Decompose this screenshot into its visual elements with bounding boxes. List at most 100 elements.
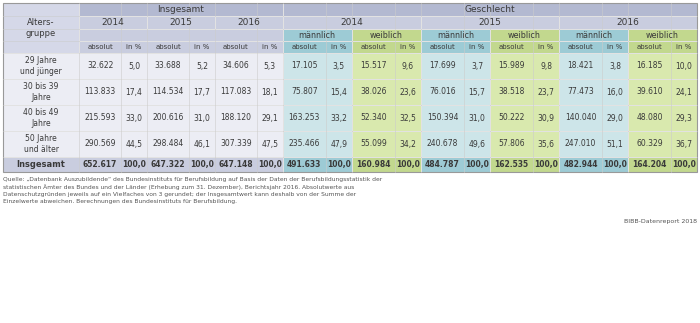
- Text: 163.253: 163.253: [288, 113, 320, 122]
- Text: 57.806: 57.806: [498, 140, 525, 149]
- Bar: [490, 53, 559, 79]
- Text: 77.473: 77.473: [567, 88, 594, 97]
- Text: 150.394: 150.394: [427, 113, 458, 122]
- Bar: [628, 79, 697, 105]
- Text: 48.080: 48.080: [636, 113, 663, 122]
- Bar: [559, 53, 628, 79]
- Text: 2014: 2014: [340, 18, 363, 27]
- Text: 652.617: 652.617: [83, 160, 118, 169]
- Text: 23,7: 23,7: [538, 88, 554, 97]
- Bar: [559, 41, 628, 53]
- Text: 38.518: 38.518: [498, 88, 525, 97]
- Text: 31,0: 31,0: [193, 113, 211, 122]
- Text: Quelle: „Datenbank Auszubildende“ des Bundesinstituts für Berufsbildung auf Basi: Quelle: „Datenbank Auszubildende“ des Bu…: [3, 177, 382, 204]
- Text: Alters-
gruppe: Alters- gruppe: [26, 18, 56, 38]
- Text: 100,0: 100,0: [672, 160, 696, 169]
- Text: 24,1: 24,1: [676, 88, 692, 97]
- Bar: [352, 79, 421, 105]
- Text: 3,7: 3,7: [471, 61, 483, 70]
- Bar: [3, 3, 79, 53]
- Text: in %: in %: [331, 44, 346, 50]
- Text: 290.569: 290.569: [85, 140, 116, 149]
- Text: 17,4: 17,4: [125, 88, 143, 97]
- Bar: [79, 29, 283, 41]
- Text: in %: in %: [195, 44, 209, 50]
- Text: 34.606: 34.606: [223, 61, 249, 70]
- Bar: [352, 41, 421, 53]
- Text: 647.322: 647.322: [150, 160, 186, 169]
- Text: weiblich: weiblich: [508, 30, 541, 39]
- Bar: [559, 16, 697, 29]
- Text: absolut: absolut: [291, 44, 317, 50]
- Bar: [490, 131, 559, 157]
- Text: absolut: absolut: [568, 44, 594, 50]
- Bar: [421, 79, 490, 105]
- Text: 17.105: 17.105: [291, 61, 318, 70]
- Text: männlich: männlich: [437, 30, 474, 39]
- Text: 235.466: 235.466: [288, 140, 320, 149]
- Text: 2014: 2014: [102, 18, 125, 27]
- Text: 17.699: 17.699: [429, 61, 456, 70]
- Text: 29,3: 29,3: [676, 113, 692, 122]
- Text: 200.616: 200.616: [153, 113, 183, 122]
- Bar: [559, 29, 628, 41]
- Text: 38.026: 38.026: [360, 88, 386, 97]
- Text: 484.787: 484.787: [425, 160, 460, 169]
- Text: 23,6: 23,6: [400, 88, 416, 97]
- Text: 100,0: 100,0: [534, 160, 558, 169]
- Text: 60.329: 60.329: [636, 140, 663, 149]
- Text: in %: in %: [127, 44, 142, 50]
- Bar: [352, 105, 421, 131]
- Text: 100,0: 100,0: [603, 160, 627, 169]
- Text: 39.610: 39.610: [636, 88, 663, 97]
- Bar: [283, 16, 421, 29]
- Text: absolut: absolut: [155, 44, 181, 50]
- Text: 5,0: 5,0: [128, 61, 140, 70]
- Text: 50.222: 50.222: [498, 113, 525, 122]
- Text: in %: in %: [538, 44, 554, 50]
- Text: 3,5: 3,5: [332, 61, 345, 70]
- Text: 2015: 2015: [169, 18, 193, 27]
- Text: 2016: 2016: [237, 18, 260, 27]
- Bar: [628, 53, 697, 79]
- Bar: [628, 157, 697, 172]
- Text: 52.340: 52.340: [360, 113, 386, 122]
- Text: 17,7: 17,7: [193, 88, 211, 97]
- Bar: [490, 157, 559, 172]
- Text: 18,1: 18,1: [262, 88, 278, 97]
- Text: 100,0: 100,0: [122, 160, 146, 169]
- Text: männlich: männlich: [575, 30, 612, 39]
- Bar: [3, 157, 283, 172]
- Text: 113.833: 113.833: [85, 88, 116, 97]
- Bar: [283, 79, 352, 105]
- Text: 33,2: 33,2: [330, 113, 347, 122]
- Text: 30,9: 30,9: [538, 113, 554, 122]
- Text: 47,9: 47,9: [330, 140, 347, 149]
- Text: 33.688: 33.688: [155, 61, 181, 70]
- Bar: [352, 29, 421, 41]
- Bar: [352, 53, 421, 79]
- Text: 15.517: 15.517: [360, 61, 386, 70]
- Text: 100,0: 100,0: [190, 160, 214, 169]
- Bar: [628, 41, 697, 53]
- Text: 44,5: 44,5: [125, 140, 143, 149]
- Bar: [628, 131, 697, 157]
- Text: 164.204: 164.204: [632, 160, 667, 169]
- Bar: [352, 131, 421, 157]
- Bar: [283, 157, 352, 172]
- Text: absolut: absolut: [637, 44, 662, 50]
- Bar: [490, 105, 559, 131]
- Text: weiblich: weiblich: [370, 30, 402, 39]
- Bar: [283, 53, 352, 79]
- Text: 100,0: 100,0: [465, 160, 489, 169]
- Text: 40 bis 49
Jahre: 40 bis 49 Jahre: [23, 108, 59, 128]
- Bar: [421, 16, 559, 29]
- Text: in %: in %: [400, 44, 416, 50]
- Text: 35,6: 35,6: [538, 140, 554, 149]
- Bar: [3, 3, 697, 172]
- Text: 31,0: 31,0: [468, 113, 485, 122]
- Text: 30 bis 39
Jahre: 30 bis 39 Jahre: [23, 82, 59, 102]
- Text: absolut: absolut: [498, 44, 524, 50]
- Text: 32.622: 32.622: [87, 61, 113, 70]
- Bar: [421, 29, 490, 41]
